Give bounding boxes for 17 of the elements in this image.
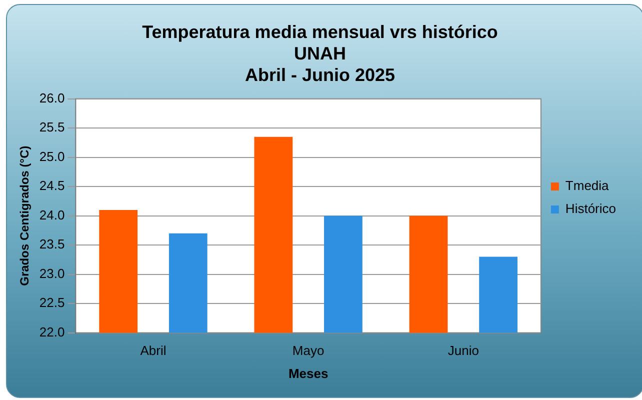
x-tick-label: Junio [448,343,479,358]
y-tick-label: 26.0 [39,90,65,106]
y-tick-label: 23.5 [39,236,65,252]
y-axis-title: Grados Centigrados (°C) [18,146,32,286]
x-axis-title: Meses [288,366,328,381]
legend-label: Tmedia [565,178,610,194]
y-tick-label: 23.0 [39,266,65,281]
y-tick-label: 24.5 [39,178,65,194]
x-tick-label: Mayo [292,343,324,358]
chart-title: Temperatura media mensual vrs histórico UNAH Abril - Junio 2025 [142,22,498,85]
y-tick-label: 24.0 [39,207,65,222]
y-tick-label: 22.0 [39,324,65,340]
y-tick-label: 25.0 [39,148,65,164]
y-tick-label: 22.5 [39,295,65,310]
legend-label: Histórico [565,201,616,216]
x-tick-label: Abril [140,343,166,358]
y-tick-label: 25.5 [39,120,65,135]
